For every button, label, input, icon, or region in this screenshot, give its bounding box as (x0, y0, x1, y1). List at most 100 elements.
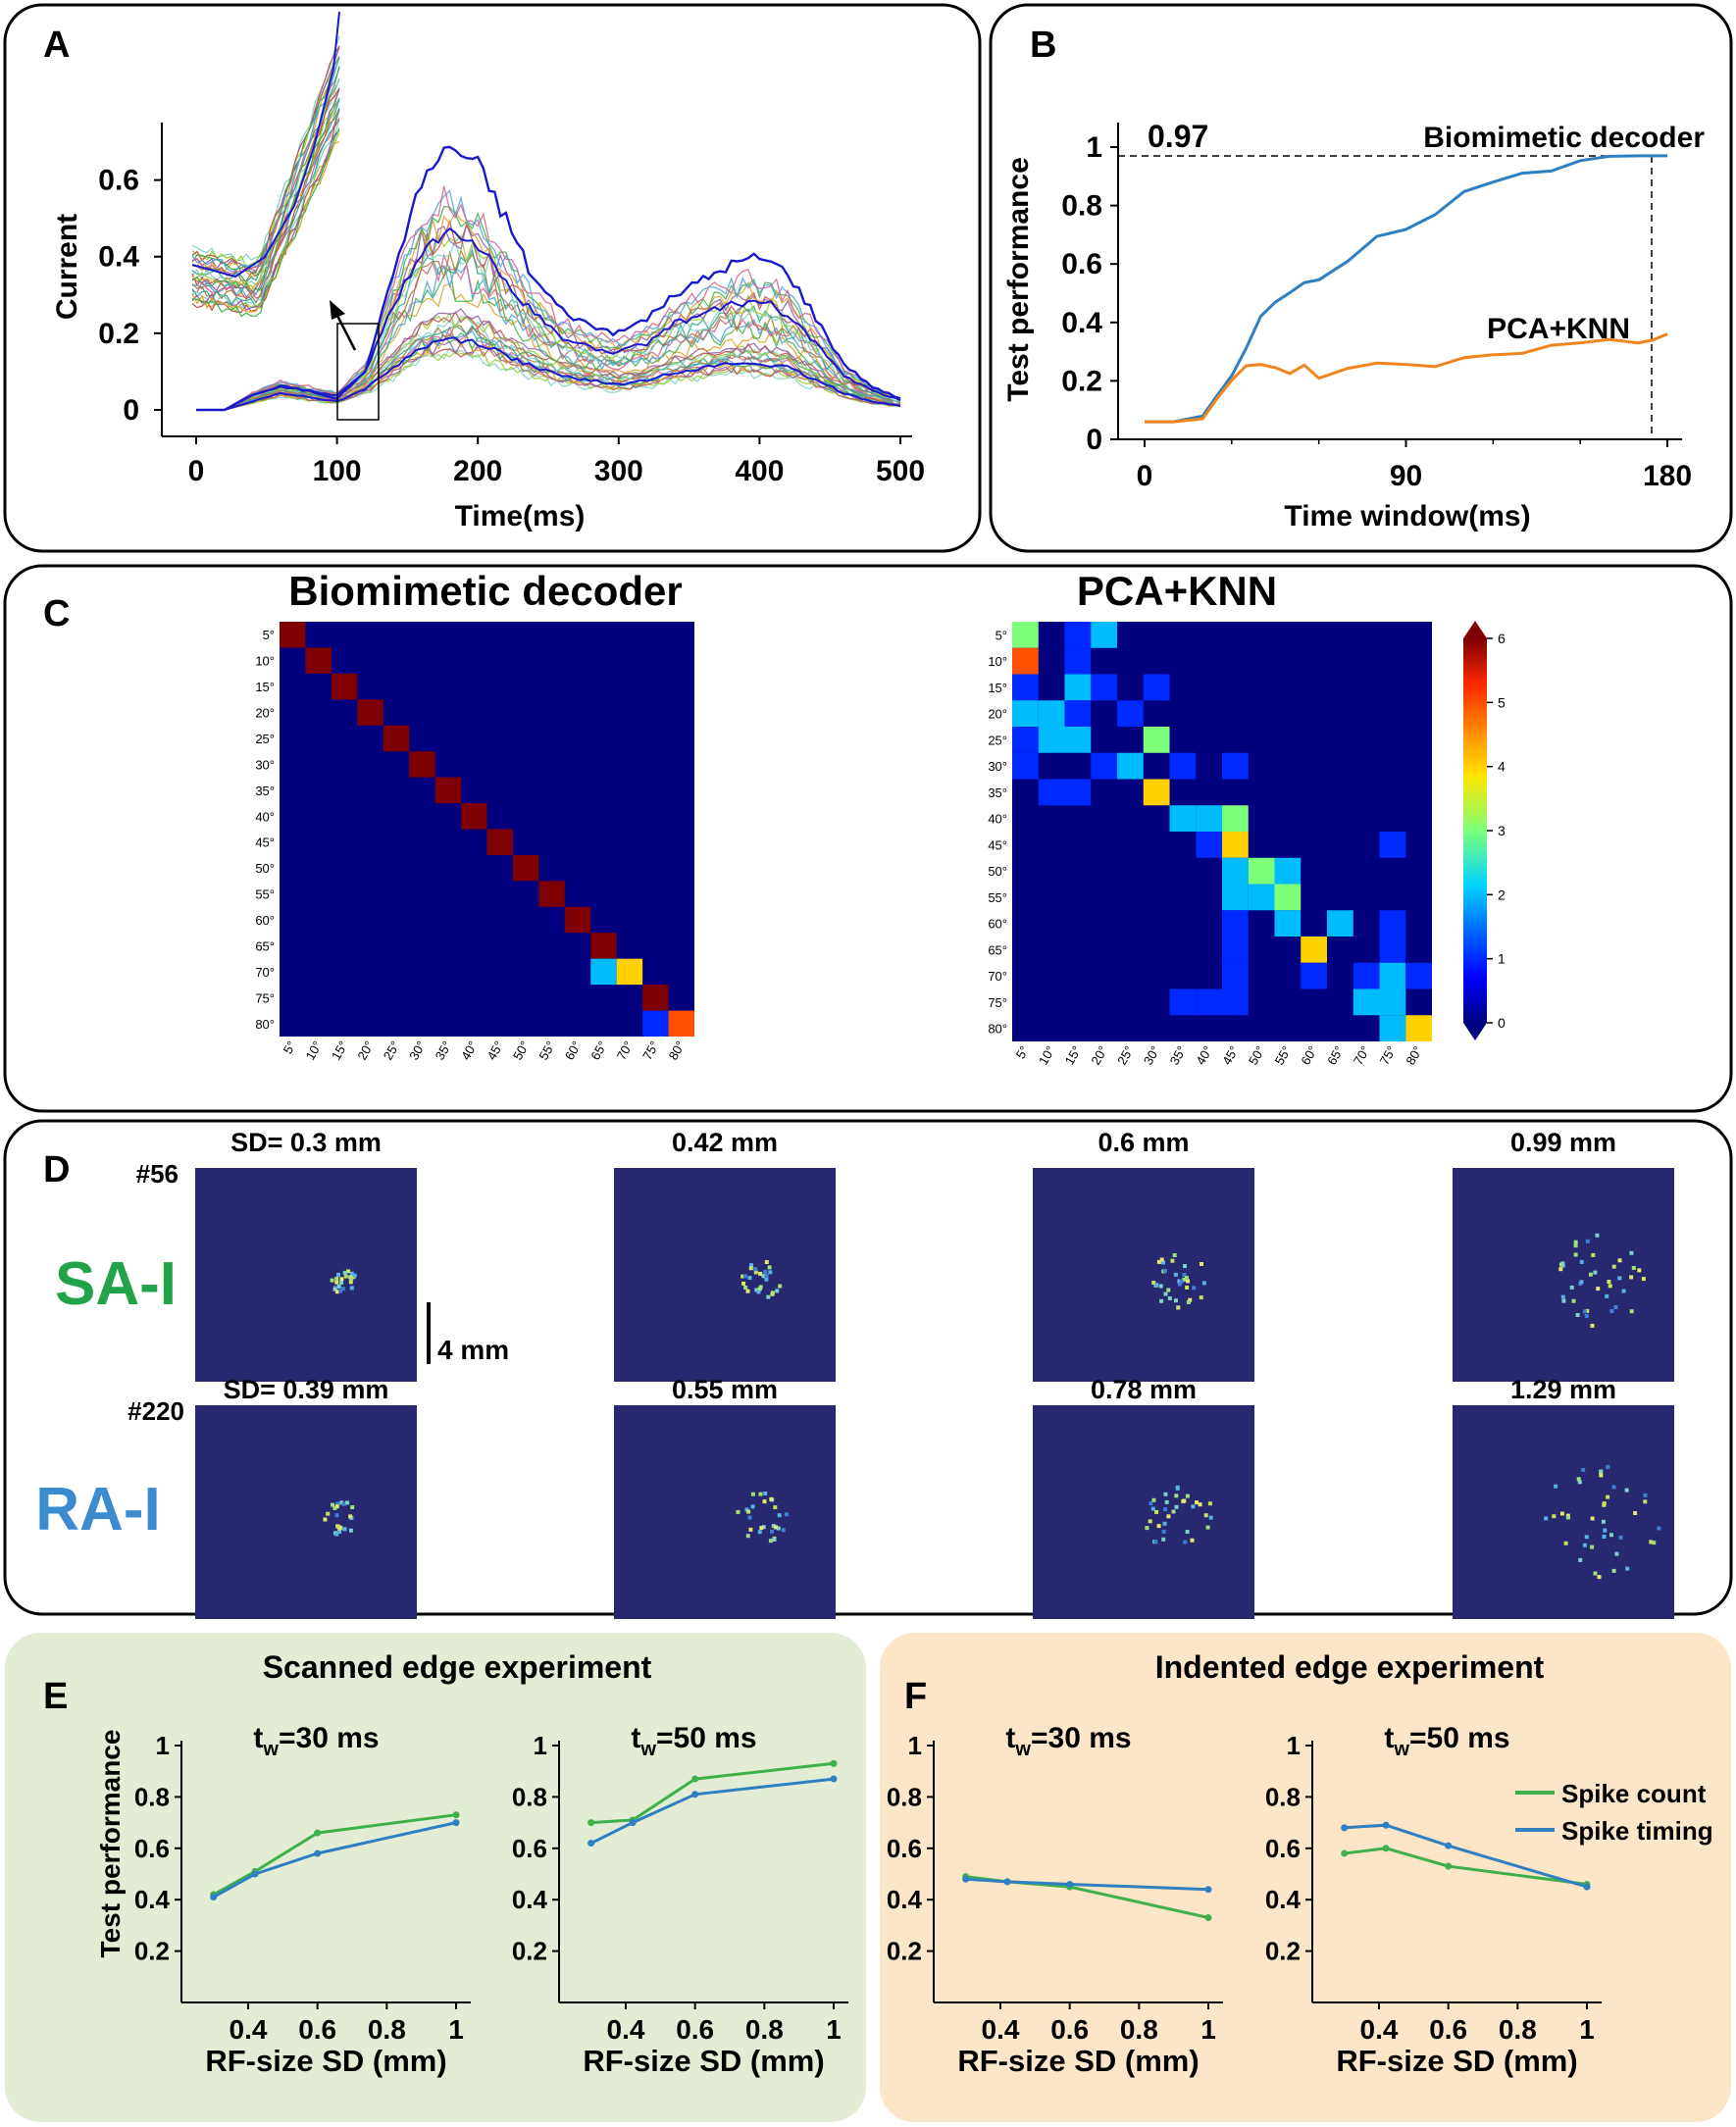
rf-dot (1602, 1535, 1607, 1539)
ef-ytick-label: 0.2 (134, 1937, 170, 1966)
ef-series-point (251, 1870, 259, 1878)
rf-dot (1182, 1277, 1187, 1282)
rf-dot (1563, 1541, 1568, 1545)
ef-xtick-label: 0.6 (298, 2014, 336, 2045)
rf-dot (771, 1524, 776, 1529)
panel-f-background (880, 1633, 1731, 2122)
heatmap-row-label: 45° (255, 836, 275, 850)
rf-dot (1606, 1465, 1610, 1469)
heatmap-cell (1248, 884, 1275, 911)
a-xtick-label: 500 (876, 455, 925, 487)
rf-dot (334, 1532, 339, 1537)
tw-value: =50 ms (1409, 1722, 1510, 1754)
a-current-trace (196, 336, 901, 411)
heatmap-cell (1091, 752, 1117, 780)
heatmap-col-label: 55° (1272, 1043, 1295, 1068)
rf-dot (352, 1273, 357, 1278)
rf-dot (1150, 1506, 1155, 1511)
rf-dot (1578, 1557, 1583, 1562)
rf-dot (759, 1526, 764, 1531)
heatmap-cell (1222, 752, 1249, 780)
panel-e-background (5, 1633, 866, 2122)
rf-dot (764, 1274, 769, 1278)
heatmap-cell (1379, 1015, 1406, 1041)
heatmap-cell (590, 958, 617, 986)
ef-xtick-label: 0.8 (1499, 2014, 1537, 2045)
ef-series-point (1003, 1878, 1011, 1886)
heatmap-cell (1038, 700, 1065, 727)
rf-dot (1631, 1266, 1636, 1270)
rf-dot (323, 1517, 328, 1522)
heatmap-cell (1012, 674, 1039, 701)
heatmap-cell (1405, 962, 1432, 989)
heatmap-col-label: 80° (666, 1038, 689, 1063)
heatmap-col-label: 5° (1013, 1043, 1032, 1061)
rf-dot (1590, 1516, 1595, 1521)
heatmap-row-label: 40° (988, 812, 1007, 827)
rf-dot (1154, 1283, 1159, 1288)
rf-map-title: 0.55 mm (672, 1375, 778, 1404)
ef-xtick-label: 0.4 (1360, 2014, 1399, 2045)
rf-dot (1170, 1258, 1175, 1263)
ef-ytick-label: 0.4 (887, 1885, 923, 1914)
heatmap-cell (1222, 857, 1249, 885)
rf-dot (767, 1265, 772, 1270)
rf-dot (1571, 1298, 1576, 1303)
unit-id-ra: #220 (128, 1396, 184, 1426)
rf-dot (1151, 1497, 1156, 1502)
heatmap-cell (1405, 1015, 1432, 1041)
rf-dot (1595, 1233, 1600, 1238)
rf-dot (1593, 1270, 1598, 1275)
legend-spike-count-label: Spike count (1561, 1779, 1707, 1808)
colorbar-tick-label: 1 (1498, 951, 1506, 967)
scale-bar-label: 4 mm (437, 1335, 509, 1365)
rf-dot (1148, 1519, 1152, 1524)
rf-dot (1186, 1279, 1190, 1284)
rf-dot (778, 1284, 783, 1289)
heatmap-cell (305, 647, 332, 674)
rf-dot (750, 1504, 755, 1509)
heatmap-row-label: 30° (988, 759, 1007, 774)
rf-dot (1584, 1314, 1589, 1318)
b-ytick-label: 1 (1086, 131, 1102, 164)
rf-dot (1174, 1494, 1179, 1498)
heatmap-cell (1038, 727, 1065, 753)
ef-xlabel: RF-size SD (mm) (583, 2044, 824, 2078)
tw-prefix: t (631, 1722, 640, 1754)
ef-xtick-label: 1 (1579, 2014, 1595, 2045)
rf-dot (1579, 1280, 1584, 1285)
rf-dot (1641, 1277, 1646, 1282)
ef-xtick-label: 0.8 (368, 2014, 406, 2045)
receptive-field-map (614, 1405, 836, 1619)
ef-xtick-label: 0.8 (1120, 2014, 1158, 2045)
ef-ytick-label: 1 (1287, 1731, 1301, 1760)
rf-dot (746, 1509, 751, 1514)
rf-dot (1163, 1291, 1168, 1296)
heatmap-col-label: 20° (1088, 1043, 1110, 1068)
colorbar-tick-label: 3 (1498, 823, 1506, 838)
a-inset-trace (191, 97, 340, 296)
rf-dot (1657, 1526, 1661, 1531)
a-current-trace (196, 248, 901, 411)
receptive-field-map (614, 1168, 836, 1382)
afferent-type-sa: SA-I (55, 1250, 177, 1318)
heatmap-col-label: 30° (1141, 1043, 1163, 1068)
panel-b-pcaknn-line (1145, 332, 1668, 424)
rf-dot (1585, 1308, 1590, 1313)
rf-dot (1602, 1501, 1607, 1506)
panel-e-title: Scanned edge experiment (263, 1649, 652, 1685)
heatmap-cell (1012, 700, 1039, 727)
rf-dot (343, 1274, 348, 1279)
rf-dot (761, 1525, 766, 1530)
rf-dot (1183, 1264, 1187, 1269)
panel-a-zoom-box (336, 323, 380, 421)
rf-dot (1166, 1288, 1171, 1292)
rf-dot (1560, 1261, 1565, 1266)
heatmap-row-label: 55° (988, 890, 1007, 905)
heatmap-cell (1353, 962, 1380, 989)
heatmap-cell (434, 777, 462, 804)
heatmap-cell (1379, 988, 1406, 1016)
rf-dot (1559, 1511, 1564, 1516)
rf-dot (1163, 1507, 1168, 1512)
